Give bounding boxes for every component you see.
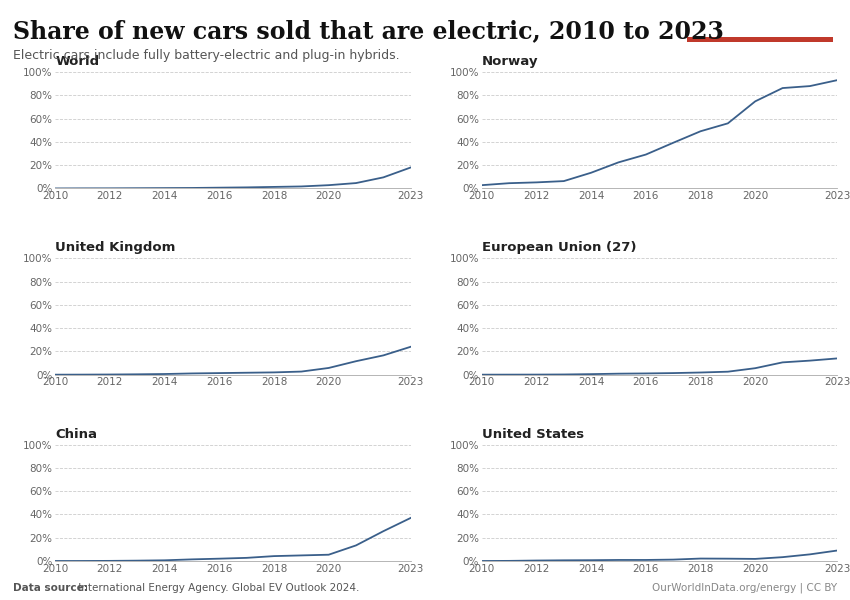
Text: World: World <box>55 55 99 68</box>
Text: Share of new cars sold that are electric, 2010 to 2023: Share of new cars sold that are electric… <box>13 19 723 43</box>
Text: Our World: Our World <box>732 10 788 20</box>
Text: China: China <box>55 428 97 440</box>
Text: United States: United States <box>482 428 584 440</box>
Text: European Union (27): European Union (27) <box>482 241 637 254</box>
Text: Data source:: Data source: <box>13 583 88 593</box>
Text: OurWorldInData.org/energy | CC BY: OurWorldInData.org/energy | CC BY <box>652 582 837 593</box>
Text: International Energy Agency. Global EV Outlook 2024.: International Energy Agency. Global EV O… <box>75 583 360 593</box>
Text: in Data: in Data <box>740 22 780 31</box>
Text: Electric cars include fully battery-electric and plug-in hybrids.: Electric cars include fully battery-elec… <box>13 49 399 62</box>
Text: Norway: Norway <box>482 55 538 68</box>
Bar <box>687 37 833 42</box>
Text: United Kingdom: United Kingdom <box>55 241 176 254</box>
